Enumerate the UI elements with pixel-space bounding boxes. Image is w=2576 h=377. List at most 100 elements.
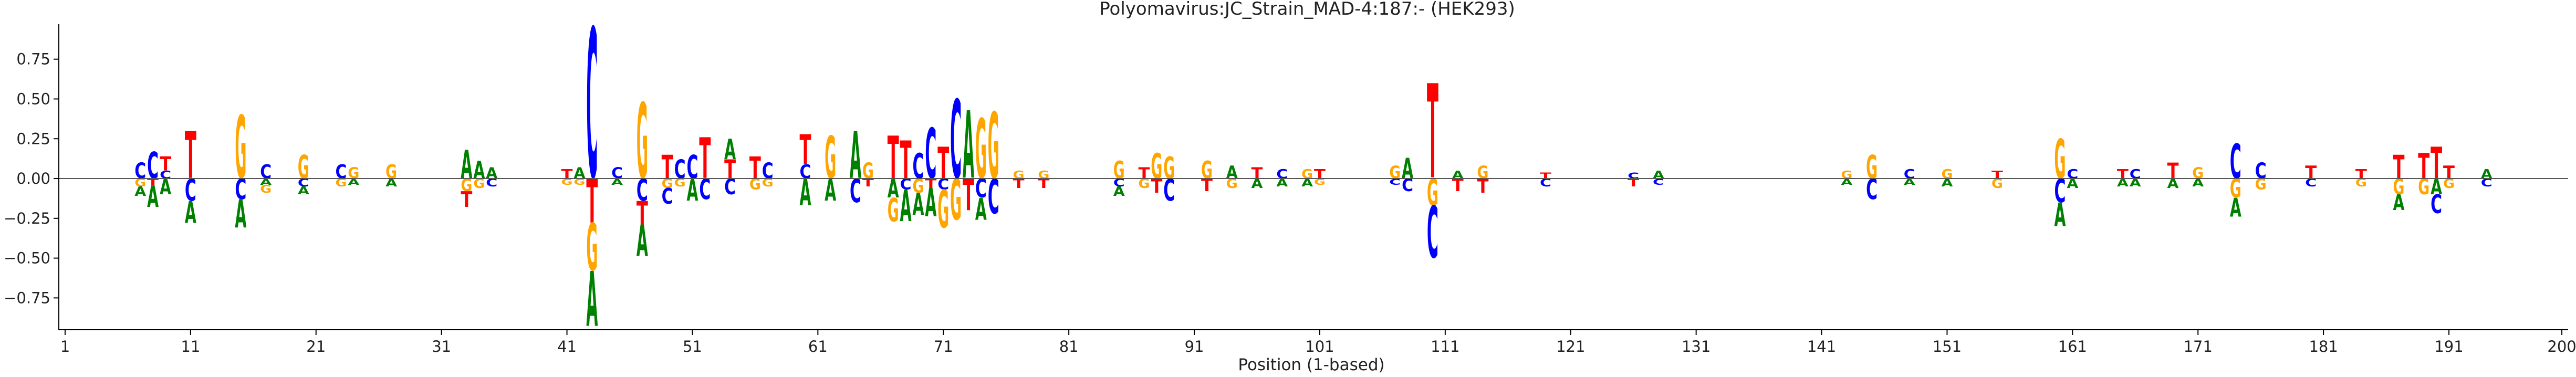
logo-letter-g: G: [2230, 174, 2241, 204]
logo-letter-c: C: [1540, 177, 1551, 190]
logo-letter-g: G: [1013, 169, 1025, 181]
logo-letter-a: A: [1113, 184, 1125, 200]
x-axis-label: Position (1-based): [1238, 355, 1384, 374]
logo-letter-c: C: [686, 149, 698, 186]
x-tick-label: 151: [1933, 338, 1962, 355]
x-tick-label: 31: [432, 338, 451, 355]
logo-letter-a: A: [611, 177, 623, 187]
y-tick-label: 0.50: [16, 90, 50, 108]
logo-letter-a: A: [461, 143, 472, 188]
logo-letter-t: T: [862, 177, 874, 190]
logo-letter-g: G: [912, 175, 924, 197]
logo-letter-t: T: [1628, 177, 1640, 190]
y-tick-label: −0.75: [4, 289, 50, 307]
logo-letter-g: G: [2054, 129, 2066, 191]
logo-letter-c: C: [900, 176, 912, 193]
logo-letter-a: A: [160, 175, 172, 200]
y-tick-label: −0.25: [4, 210, 50, 227]
logo-letter-g: G: [461, 175, 472, 195]
logo-letter-g: G: [1314, 177, 1326, 187]
logo-letter-a: A: [1402, 153, 1413, 185]
logo-letter-g: G: [336, 176, 347, 189]
logo-letter-g: G: [2443, 176, 2455, 192]
logo-letter-c: C: [699, 174, 711, 206]
logo-letter-a: A: [2054, 197, 2066, 234]
logo-letter-g: G: [2393, 175, 2404, 200]
logo-letter-a: A: [825, 173, 836, 208]
logo-letter-t: T: [160, 153, 171, 175]
logo-letter-a: A: [298, 184, 310, 197]
logo-letter-t: T: [2355, 166, 2367, 182]
logo-letter-a: A: [1276, 176, 1288, 189]
logo-letter-a: A: [686, 173, 698, 208]
logo-letter-a: A: [348, 177, 359, 187]
logo-letter-c: C: [1163, 173, 1175, 207]
logo-letter-g: G: [473, 176, 485, 192]
chart-title: Polyomavirus:JC_Strain_MAD-4:187:- (HEK2…: [1099, 0, 1515, 19]
logo-letter-g: G: [1226, 176, 1238, 192]
logo-letter-t: T: [586, 167, 598, 237]
x-tick-label: 61: [808, 338, 828, 355]
logo-letter-c: C: [2054, 173, 2066, 210]
logo-letter-t: T: [749, 150, 761, 185]
logo-letter-g: G: [662, 176, 673, 192]
logo-letter-g: G: [988, 95, 999, 200]
logo-letter-c: C: [1389, 177, 1401, 187]
y-axis-ticks: −0.75 −0.50 −0.25 0.00 0.25 0.50 0.75: [4, 50, 59, 307]
logo-letter-a: A: [473, 156, 485, 184]
logo-letter-t: T: [1477, 175, 1489, 198]
x-tick-label: 1: [60, 338, 70, 355]
logo-letter-t: T: [1151, 175, 1162, 198]
logo-letter-c: C: [1653, 177, 1664, 187]
logo-letter-c: C: [185, 173, 196, 207]
logo-letter-g: G: [825, 124, 836, 192]
logo-letter-t: T: [925, 176, 936, 191]
logo-letter-a: A: [486, 165, 497, 182]
x-tick-label: 101: [1305, 338, 1334, 355]
logo-letter-g: G: [937, 180, 949, 240]
x-tick-label: 200: [2547, 338, 2576, 355]
logo-letter-c: C: [611, 164, 623, 182]
logo-letter-t: T: [2431, 138, 2442, 188]
x-tick-label: 41: [557, 338, 577, 355]
logo-letter-g: G: [1477, 163, 1489, 183]
logo-letter-c: C: [2431, 189, 2442, 219]
logo-letter-g: G: [1113, 156, 1125, 184]
logo-letter-c: C: [925, 115, 936, 195]
logo-letter-a: A: [2393, 191, 2405, 216]
logo-letter-g: G: [1163, 150, 1175, 186]
logo-letter-a: A: [134, 184, 146, 200]
logo-letter-g: G: [235, 98, 246, 198]
logo-letter-g: G: [134, 176, 146, 189]
y-tick-label: −0.50: [4, 249, 50, 267]
logo-letter-g: G: [573, 177, 585, 187]
logo-letter-c: C: [235, 174, 246, 206]
logo-letter-g: G: [749, 175, 761, 193]
x-tick-label: 141: [1807, 338, 1836, 355]
logo-letter-g: G: [561, 177, 573, 187]
logo-letter-g: G: [674, 176, 686, 189]
logo-letter-a: A: [2130, 176, 2142, 189]
x-tick-label: 21: [306, 338, 326, 355]
logo-letter-c: C: [1866, 174, 1878, 206]
logo-letter-t: T: [2418, 147, 2429, 187]
logo-letter-t: T: [637, 194, 648, 233]
logo-letter-a: A: [799, 172, 811, 214]
logo-letter-a: A: [385, 176, 398, 189]
x-tick-label: 171: [2184, 338, 2213, 355]
logo-letter-t: T: [2393, 148, 2404, 186]
logo-letter-g: G: [1841, 169, 1852, 181]
logo-letter-a: A: [975, 192, 987, 227]
logo-letter-g: G: [2418, 175, 2429, 200]
logo-letter-c: C: [486, 177, 497, 190]
logo-letter-g: G: [975, 102, 987, 197]
logo-letter-t: T: [662, 148, 673, 186]
logo-letter-c: C: [762, 159, 774, 184]
logo-letter-a: A: [2192, 176, 2204, 189]
x-tick-label: 81: [1059, 338, 1079, 355]
logo-letter-a: A: [1252, 176, 1263, 192]
logo-letter-a: A: [2230, 193, 2241, 223]
logo-letter-t: T: [1314, 166, 1326, 182]
logo-letter-g: G: [637, 82, 648, 202]
